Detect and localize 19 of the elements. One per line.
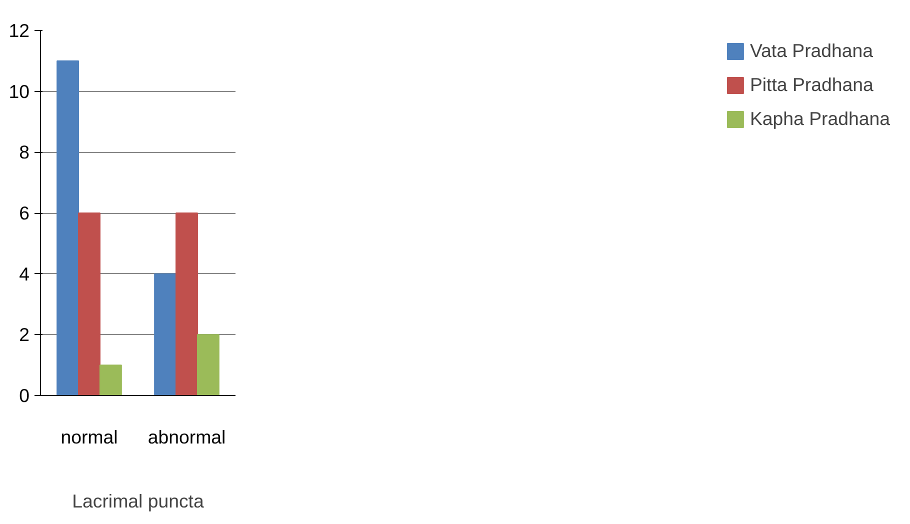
bar	[99, 364, 122, 396]
x-tick-label: normal	[60, 426, 118, 448]
x-axis-title: Lacrimal puncta	[72, 490, 204, 512]
y-tick-label: 4	[19, 263, 30, 284]
bar	[196, 334, 220, 396]
y-tick-label: 12	[8, 20, 30, 41]
legend-label: Pitta Pradhana	[750, 74, 874, 96]
legend-label: Kapha Pradhana	[750, 108, 890, 130]
y-tick-label: 0	[19, 385, 30, 406]
y-tick-label: 2	[19, 324, 30, 346]
bar	[154, 273, 177, 396]
bar	[78, 212, 100, 396]
x-tick-label: abnormal	[148, 426, 226, 448]
y-tick-label: 10	[8, 80, 30, 102]
y-tick-label: 6	[19, 202, 30, 224]
bar	[176, 212, 198, 396]
y-tick-label: 8	[19, 142, 30, 163]
bar	[56, 60, 80, 396]
legend-label: Vata Pradhana	[750, 40, 874, 62]
